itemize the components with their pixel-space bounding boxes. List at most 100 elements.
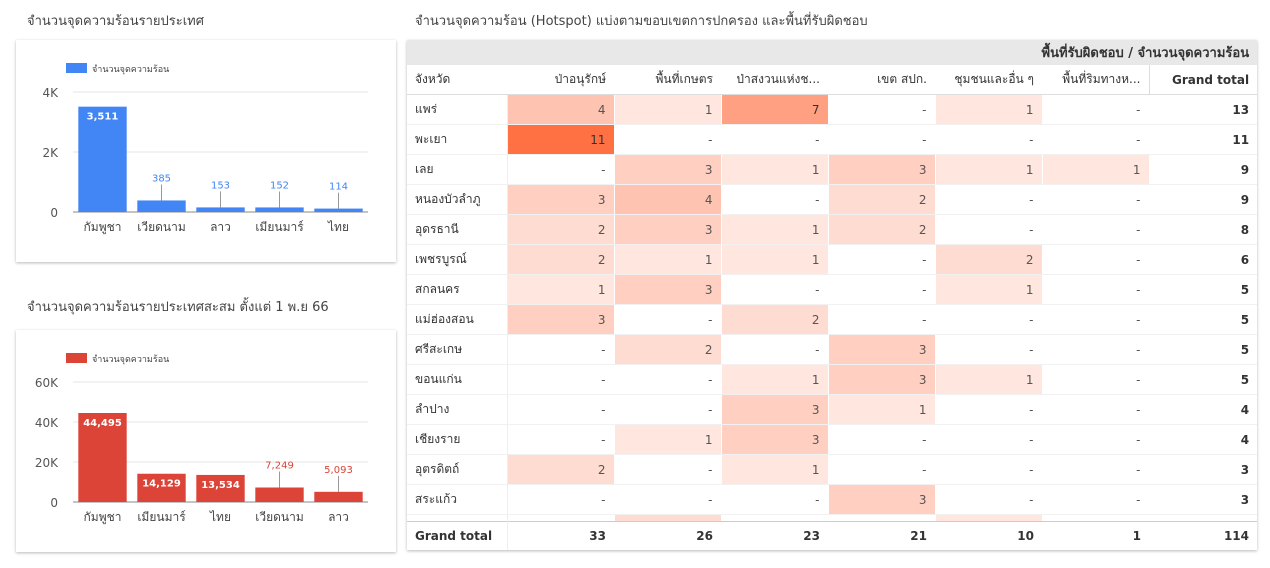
bar-0: [78, 106, 127, 212]
bar-3: [255, 207, 304, 212]
hotspot-count-cell: 1: [614, 94, 722, 125]
bar-1: [137, 200, 186, 212]
hotspot-count-cell: 1: [721, 364, 829, 395]
legend-label: จำนวนจุดความร้อน: [92, 64, 169, 75]
column-header-grand-total[interactable]: Grand total: [1148, 65, 1257, 95]
table-row: แพร่ 4 1 7-1-13: [407, 94, 1257, 125]
hotspot-count-cell: -: [935, 334, 1043, 365]
pivot-footer: Grand total 33 26 23 21 10 1 114: [407, 521, 1257, 550]
hotspot-count-cell: -: [614, 484, 722, 515]
legend-swatch: [66, 63, 87, 73]
pivot-title: จำนวนจุดความร้อน (Hotspot) แบ่งตามขอบเขต…: [415, 14, 868, 29]
hotspot-count-cell: 3: [507, 304, 615, 335]
column-header-province[interactable]: จังหวัด: [407, 65, 507, 95]
hotspot-count-cell: 11: [507, 124, 615, 155]
cumulative-country-hotspot-bar-chart: จำนวนจุดความร้อน 0 20K 40K 60K 44,495 กัมพูชา 1…: [35, 353, 368, 525]
table-row: แม่ฮ่องสอน 3-2- - -5: [407, 304, 1257, 335]
chart2-card: จำนวนจุดความร้อน 0 20K 40K 60K 44,495 กัมพูชา 1…: [16, 330, 396, 552]
row-grand-total: 3: [1148, 454, 1257, 485]
hotspot-count-cell: -: [935, 484, 1043, 515]
hotspot-count-cell: -: [1042, 424, 1150, 455]
data-label: 13,534: [201, 480, 240, 491]
hotspot-count-cell: 3: [828, 334, 936, 365]
hotspot-count-cell: -: [614, 304, 722, 335]
row-grand-total: 5: [1148, 334, 1257, 365]
column-header[interactable]: เขต สปก.: [828, 65, 935, 95]
hotspot-count-cell: 1: [828, 394, 936, 425]
hotspot-count-cell: -: [1042, 274, 1150, 305]
province-name: สระแก้ว: [407, 484, 508, 515]
hotspot-count-cell: -: [935, 184, 1043, 215]
pivot-column-headers: จังหวัด ป่าอนุรักษ์ พื้นที่เกษตร ป่าสงวนแห่…: [407, 65, 1257, 95]
hotspot-count-cell: 1: [721, 214, 829, 245]
hotspot-count-cell: -: [828, 304, 936, 335]
y-tick-label: 4K: [42, 86, 59, 100]
column-total: 1: [1042, 521, 1149, 550]
hotspot-count-cell: 2: [828, 214, 936, 245]
hotspot-count-cell: 7: [721, 94, 829, 125]
hotspot-count-cell: 2: [935, 244, 1043, 275]
bar-2: [196, 474, 245, 502]
hotspot-count-cell: 1: [721, 154, 829, 185]
province-name: อุดรธานี: [407, 214, 508, 245]
hotspot-count-cell: -: [1042, 484, 1150, 515]
hotspot-count-cell: -: [828, 454, 936, 485]
y-tick-label: 40K: [35, 416, 59, 430]
hotspot-count-cell: -: [721, 484, 829, 515]
hotspot-count-cell: -: [721, 334, 829, 365]
hotspot-count-cell: 1: [935, 274, 1043, 305]
pivot-table-scroll[interactable]: พื้นที่รับผิดชอบ / จำนวนจุดความร้อน จังห…: [407, 40, 1257, 521]
column-header[interactable]: พื้นที่เกษตร: [614, 65, 721, 95]
hotspot-count-cell: -: [1042, 394, 1150, 425]
hotspot-count-cell: 2: [721, 304, 829, 335]
x-tick-label: เวียดนาม: [255, 510, 304, 524]
column-header[interactable]: ชุมชนและอื่น ๆ: [935, 65, 1042, 95]
bar-1: [137, 473, 186, 502]
hotspot-count-cell: 1: [935, 364, 1043, 395]
hotspot-count-cell: -: [507, 514, 615, 521]
column-header[interactable]: ป่าอนุรักษ์: [507, 65, 614, 95]
hotspot-count-cell: -: [507, 484, 615, 515]
column-header[interactable]: ป่าสงวนแห่งช...: [721, 65, 828, 95]
pivot-table: พื้นที่รับผิดชอบ / จำนวนจุดความร้อน จังห…: [407, 40, 1257, 521]
pivot-table-card: พื้นที่รับผิดชอบ / จำนวนจุดความร้อน จังห…: [407, 40, 1257, 550]
hotspot-count-cell: 3: [614, 154, 722, 185]
hotspot-count-cell: 2: [828, 184, 936, 215]
legend-swatch: [66, 353, 87, 363]
hotspot-count-cell: -: [1042, 364, 1150, 395]
table-row: สุรินทร์-2--1-3: [407, 514, 1257, 521]
province-name: สกลนคร: [407, 274, 508, 305]
hotspot-count-cell: -: [721, 274, 829, 305]
province-name: ขอนแก่น: [407, 364, 508, 395]
province-name: อุตรดิตถ์: [407, 454, 508, 485]
x-tick-label: เมียนมาร์: [137, 510, 186, 524]
y-tick-label: 2K: [42, 146, 59, 160]
x-tick-label: เวียดนาม: [137, 220, 186, 234]
hotspot-count-cell: -: [507, 394, 615, 425]
province-name: ลำปาง: [407, 394, 508, 425]
row-grand-total: 3: [1148, 484, 1257, 515]
row-grand-total: 5: [1148, 364, 1257, 395]
hotspot-count-cell: 3: [828, 154, 936, 185]
x-tick-label: ลาว: [328, 510, 349, 524]
y-tick-label: 60K: [35, 376, 59, 390]
row-grand-total: 4: [1148, 394, 1257, 425]
chart2-title: จำนวนจุดความร้อนรายประเทศสะสม ตั้งแต่ 1 …: [27, 300, 329, 315]
x-tick-label: ลาว: [210, 220, 231, 234]
hotspot-count-cell: -: [507, 424, 615, 455]
x-tick-label: กัมพูชา: [84, 510, 122, 525]
province-name: ศรีสะเกษ: [407, 334, 508, 365]
hotspot-count-cell: -: [1042, 184, 1150, 215]
row-grand-total: 9: [1148, 154, 1257, 185]
row-grand-total: 13: [1148, 94, 1257, 125]
hotspot-count-cell: -: [828, 514, 936, 521]
x-tick-label: เมียนมาร์: [255, 220, 304, 234]
column-header[interactable]: พื้นที่ริมทางห...: [1042, 65, 1149, 95]
row-grand-total: 3: [1148, 514, 1257, 521]
overall-grand-total: 114: [1149, 521, 1257, 550]
table-row: พะเยา 11- - - - -11: [407, 124, 1257, 155]
data-label: 385: [152, 173, 171, 184]
hotspot-count-cell: -: [935, 304, 1043, 335]
hotspot-count-cell: -: [507, 334, 615, 365]
chart1-card: จำนวนจุดความร้อน 0 2K 4K 3,511 กัมพูชา 385 เวีย…: [16, 40, 396, 262]
